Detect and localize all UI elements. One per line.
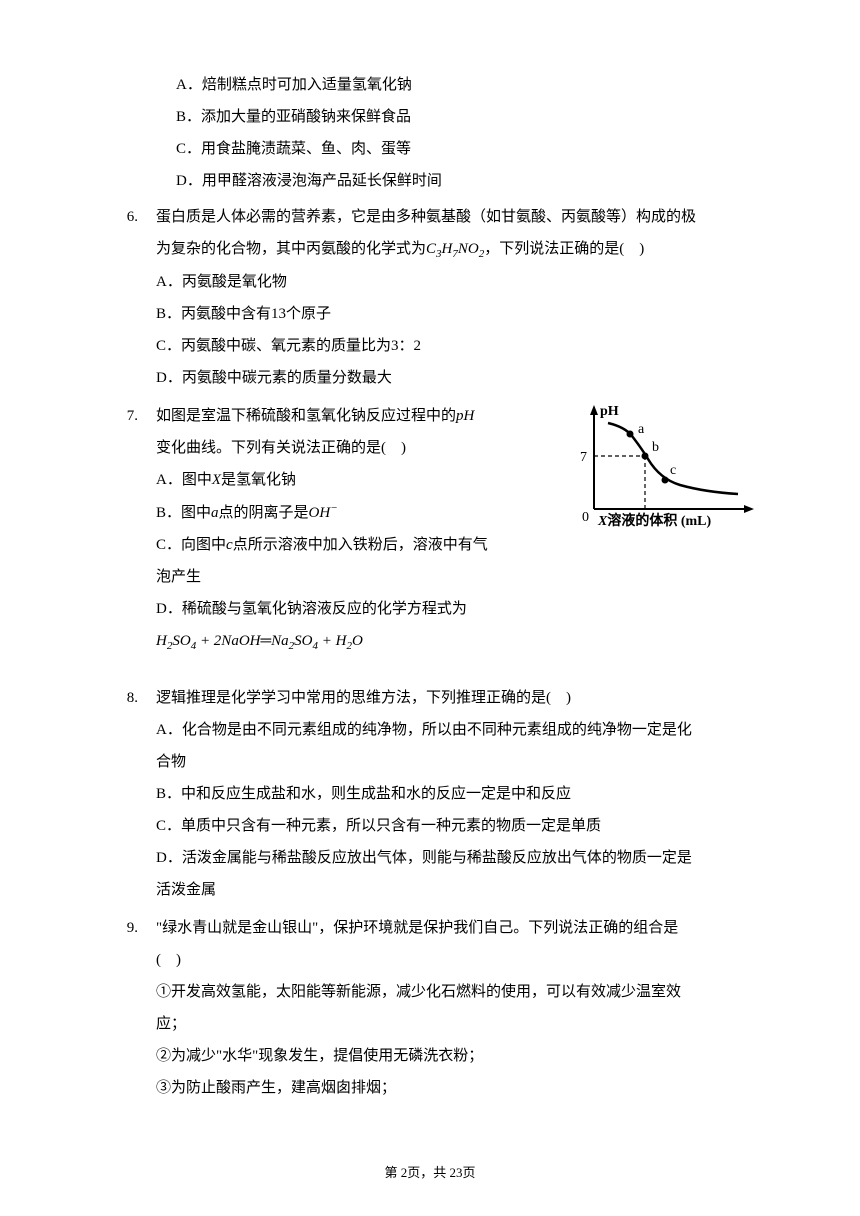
q7-stem-line2: 变化曲线。下列有关说法正确的是( ) xyxy=(156,433,558,463)
q5-option-a: A．焙制糕点时可加入适量氢氧化钠 xyxy=(100,70,760,100)
q7-option-a: A．图中X是氢氧化钠 xyxy=(156,465,558,495)
q7-option-c-line1: C．向图中c点所示溶液中加入铁粉后，溶液中有气 xyxy=(156,530,558,560)
q6-option-c: C．丙氨酸中碳、氧元素的质量比为3：2 xyxy=(156,331,760,361)
q8-option-a-line1: A．化合物是由不同元素组成的纯净物，所以由不同种元素组成的纯净物一定是化 xyxy=(156,715,760,745)
q6-stem-line2: 为复杂的化合物，其中丙氨酸的化学式为C3H7NO2，下列说法正确的是( ) xyxy=(156,234,760,265)
q6-formula: C3H7NO2 xyxy=(426,241,484,257)
question-8: 8. 逻辑推理是化学学习中常用的思维方法，下列推理正确的是( ) A．化合物是由… xyxy=(100,683,760,907)
q6-option-d: D．丙氨酸中碳元素的质量分数最大 xyxy=(156,363,760,393)
q9-stem-line1: "绿水青山就是金山银山"，保护环境就是保护我们自己。下列说法正确的组合是 xyxy=(156,913,760,943)
q9-item3: ③为防止酸雨产生，建高烟囱排烟； xyxy=(156,1073,760,1103)
q7-option-c-line2: 泡产生 xyxy=(156,562,760,592)
q5-option-d: D．用甲醛溶液浸泡海产品延长保鲜时间 xyxy=(100,166,760,196)
q9-item1-line2: 应； xyxy=(156,1009,760,1039)
q7-equation: H2SO4 + 2NaOH═Na2SO4 + H2O xyxy=(156,626,760,657)
q8-option-b: B．中和反应生成盐和水，则生成盐和水的反应一定是中和反应 xyxy=(156,779,760,809)
q9-stem-line2: ( ) xyxy=(156,945,760,975)
q6-option-a: A．丙氨酸是氧化物 xyxy=(156,267,760,297)
q7-number: 7. xyxy=(100,401,156,677)
q9-number: 9. xyxy=(100,913,156,1105)
q6-stem-line1: 蛋白质是人体必需的营养素，它是由多种氨基酸（如甘氨酸、丙氨酸等）构成的极 xyxy=(156,202,760,232)
question-6: 6. 蛋白质是人体必需的营养素，它是由多种氨基酸（如甘氨酸、丙氨酸等）构成的极 … xyxy=(100,202,760,395)
q8-option-d-line2: 活泼金属 xyxy=(156,875,760,905)
q8-option-d-line1: D．活泼金属能与稀盐酸反应放出气体，则能与稀盐酸反应放出气体的物质一定是 xyxy=(156,843,760,873)
q6-number: 6. xyxy=(100,202,156,395)
q8-stem: 逻辑推理是化学学习中常用的思维方法，下列推理正确的是( ) xyxy=(156,683,760,713)
graph-point-b: b xyxy=(652,440,659,455)
q7-option-d: D．稀硫酸与氢氧化钠溶液反应的化学方程式为 xyxy=(156,594,760,624)
question-9: 9. "绿水青山就是金山银山"，保护环境就是保护我们自己。下列说法正确的组合是 … xyxy=(100,913,760,1105)
q7-stem-line1: 如图是室温下稀硫酸和氢氧化钠反应过程中的pH xyxy=(156,401,558,431)
graph-ylabel: pH xyxy=(600,404,619,419)
graph-ytick-7: 7 xyxy=(580,450,587,465)
q9-item2: ②为减少"水华"现象发生，提倡使用无磷洗衣粉； xyxy=(156,1041,760,1071)
q6-option-b: B．丙氨酸中含有13个原子 xyxy=(156,299,760,329)
graph-point-a: a xyxy=(638,422,645,437)
q8-option-a-line2: 合物 xyxy=(156,747,760,777)
q8-number: 8. xyxy=(100,683,156,907)
question-7: 7. 如图是室温下稀硫酸和氢氧化钠反应过程中的pH 变化曲线。下列有关说法正确的… xyxy=(100,401,760,677)
q7-ph-graph: pH 7 a b c xyxy=(570,401,760,562)
page-footer: 第 2页，共 23页 xyxy=(0,1160,860,1186)
graph-xlabel: X溶液的体积 (mL) xyxy=(597,512,712,529)
graph-origin: 0 xyxy=(582,510,589,525)
q7-option-b: B．图中a点的阴离子是OH− xyxy=(156,497,558,528)
graph-point-c: c xyxy=(670,463,676,478)
q9-item1-line1: ①开发高效氢能，太阳能等新能源，减少化石燃料的使用，可以有效减少温室效 xyxy=(156,977,760,1007)
q8-option-c: C．单质中只含有一种元素，所以只含有一种元素的物质一定是单质 xyxy=(156,811,760,841)
q5-option-c: C．用食盐腌渍蔬菜、鱼、肉、蛋等 xyxy=(100,134,760,164)
q5-option-b: B．添加大量的亚硝酸钠来保鲜食品 xyxy=(100,102,760,132)
